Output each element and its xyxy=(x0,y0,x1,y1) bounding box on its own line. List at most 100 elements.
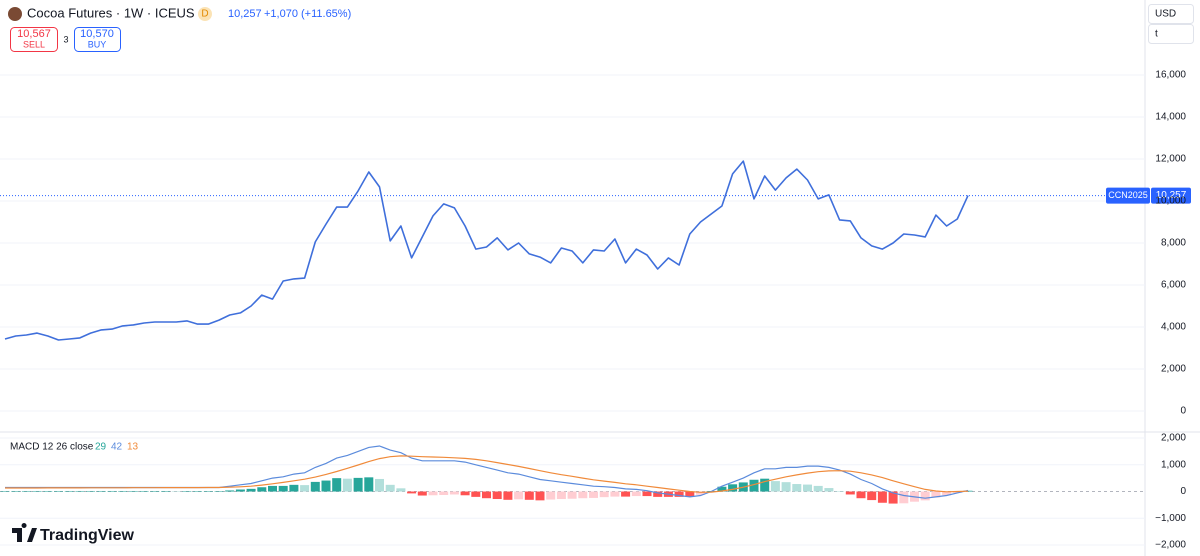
histogram-bar xyxy=(449,491,459,495)
histogram-bar xyxy=(471,491,481,497)
histogram-bar xyxy=(514,491,524,500)
histogram-bar xyxy=(589,491,598,498)
histogram-bar xyxy=(268,485,277,492)
histogram-bar xyxy=(867,491,877,501)
histogram-bar xyxy=(535,491,545,501)
histogram-bar xyxy=(599,491,609,498)
unit-button[interactable] xyxy=(1148,24,1194,44)
histogram-bar xyxy=(342,478,352,492)
histogram-bar xyxy=(888,491,898,504)
histogram-bar xyxy=(332,478,342,492)
y-tick-label: 16,000 xyxy=(1155,70,1186,81)
histogram-bar xyxy=(899,491,909,504)
marks: CCN2025 10,257 xyxy=(0,160,1191,504)
y-tick-label: −2,000 xyxy=(1155,540,1186,551)
buy-label: BUY xyxy=(88,39,107,49)
histogram-bar xyxy=(300,485,310,492)
histogram-bar xyxy=(717,486,727,492)
price-line xyxy=(4,160,969,341)
y-tick-label: 4,000 xyxy=(1161,322,1186,333)
histogram-bar xyxy=(546,491,556,500)
macd-legend-value: 13 xyxy=(127,442,139,453)
histogram-bar xyxy=(578,491,588,499)
histogram-bar xyxy=(385,484,395,492)
histogram-bar xyxy=(856,491,866,499)
buy-price: 10,570 xyxy=(80,28,114,40)
histogram-bar xyxy=(364,477,374,492)
y-tick-label: −1,000 xyxy=(1155,513,1186,524)
y-tick-label: 10,000 xyxy=(1155,196,1186,207)
histogram-bar xyxy=(375,478,384,492)
histogram-bar xyxy=(803,484,812,492)
histogram-bar xyxy=(931,491,941,498)
symbol-title[interactable]: Cocoa Futures · 1W · ICEUS xyxy=(27,5,195,20)
histogram-bar xyxy=(524,491,534,500)
histogram-bar xyxy=(503,491,513,500)
histogram-bar xyxy=(203,491,213,492)
price-change: +1,070 (+11.65%) xyxy=(264,8,351,20)
histogram-bar xyxy=(118,490,128,492)
histogram-bar xyxy=(845,491,855,495)
signal-line xyxy=(5,455,969,493)
unit: t xyxy=(1155,29,1158,40)
histogram-bar xyxy=(225,490,235,492)
histogram-bar xyxy=(161,490,170,492)
sell-button[interactable] xyxy=(10,27,58,52)
macd-legend-value: 29 xyxy=(95,442,107,453)
histogram-bar xyxy=(428,491,438,496)
buy-button[interactable] xyxy=(74,27,121,52)
histogram-bar xyxy=(760,478,770,492)
histogram-bar xyxy=(214,491,224,492)
macd-title: MACD 12 26 close xyxy=(10,442,94,453)
histogram-bar xyxy=(128,490,138,492)
sell-price: 10,567 xyxy=(17,28,51,40)
histogram-bar xyxy=(631,491,641,497)
histogram-bar xyxy=(621,491,631,497)
histogram-bar xyxy=(11,490,21,492)
histogram-bar xyxy=(696,491,705,495)
histogram-bar xyxy=(0,490,10,492)
histogram-bar xyxy=(64,490,74,492)
sell-label: SELL xyxy=(23,39,45,49)
histogram-bar xyxy=(289,484,299,492)
y-tick-label: 2,000 xyxy=(1161,433,1186,444)
y-tick-label: 14,000 xyxy=(1155,112,1186,123)
histogram-bar xyxy=(439,491,449,496)
price-tag: 10,257 xyxy=(1156,190,1187,201)
histogram-bar xyxy=(813,485,823,492)
histogram-bar xyxy=(182,491,192,492)
last-price: 10,257 xyxy=(228,8,262,20)
macd-legend-value: 42 xyxy=(111,442,123,453)
histogram-bar xyxy=(728,484,738,492)
badge[interactable]: D xyxy=(201,9,208,20)
histogram-bar xyxy=(96,490,106,492)
y-tick-label: 8,000 xyxy=(1161,238,1186,249)
histogram-bar xyxy=(417,491,427,496)
histogram-bar xyxy=(257,487,267,492)
histogram-bar xyxy=(32,490,42,492)
histogram-bar xyxy=(685,491,695,497)
symbol-tag: CCN2025 xyxy=(1108,190,1148,200)
histogram-bar xyxy=(353,477,363,492)
y-tick-label: 1,000 xyxy=(1161,459,1186,470)
currency: USD xyxy=(1155,9,1176,20)
currency-button[interactable] xyxy=(1148,4,1194,24)
histogram-bar xyxy=(54,490,63,492)
histogram-bar xyxy=(75,490,85,492)
y-tick-label: 12,000 xyxy=(1155,154,1186,165)
histogram-bar xyxy=(642,491,652,497)
histogram-bar xyxy=(407,491,417,494)
histogram-bar xyxy=(278,485,288,492)
histogram-bar xyxy=(963,490,973,492)
histogram-bar xyxy=(21,490,31,492)
histogram-bar xyxy=(310,481,320,492)
price-tag-bg xyxy=(1151,187,1191,204)
histogram-bar xyxy=(139,490,149,492)
histogram-bar xyxy=(674,491,684,497)
histogram-bar xyxy=(835,490,845,492)
histogram-bar xyxy=(770,481,780,492)
histogram-bar xyxy=(150,490,160,492)
